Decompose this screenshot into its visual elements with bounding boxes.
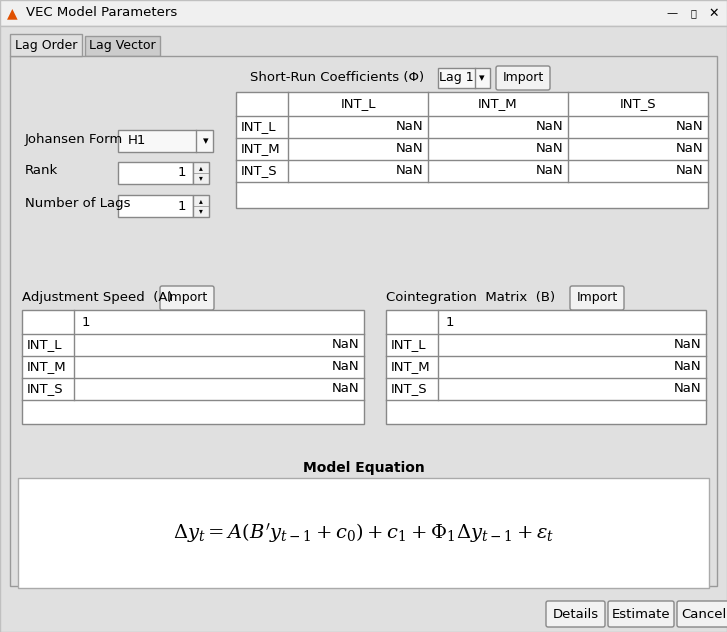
Text: ▾: ▾	[479, 73, 485, 83]
Text: INT_L: INT_L	[241, 121, 276, 133]
FancyBboxPatch shape	[118, 130, 213, 152]
Text: Details: Details	[553, 607, 598, 621]
FancyBboxPatch shape	[85, 36, 160, 56]
Text: Lag Vector: Lag Vector	[89, 39, 156, 52]
Text: NaN: NaN	[332, 382, 359, 396]
Text: INT_S: INT_S	[391, 382, 427, 396]
FancyBboxPatch shape	[677, 601, 727, 627]
Text: NaN: NaN	[395, 121, 423, 133]
Text: Cointegration  Matrix  (B): Cointegration Matrix (B)	[386, 291, 555, 305]
Text: —: —	[667, 8, 678, 18]
Text: ✕: ✕	[709, 6, 719, 20]
Text: Short-Run Coefficients (Φ): Short-Run Coefficients (Φ)	[250, 71, 424, 85]
Text: ▲: ▲	[7, 6, 17, 20]
Text: Lag Order: Lag Order	[15, 39, 77, 51]
Text: ▾: ▾	[203, 136, 209, 146]
FancyBboxPatch shape	[546, 601, 605, 627]
Text: Import: Import	[577, 291, 618, 305]
Text: ▴: ▴	[199, 197, 203, 205]
Text: $\Delta y_t = A(B^{\prime}y_{t-1} + c_0) + c_1 + \Phi_1\Delta y_{t-1} + \varepsi: $\Delta y_t = A(B^{\prime}y_{t-1} + c_0)…	[173, 521, 554, 545]
FancyBboxPatch shape	[10, 56, 717, 586]
Text: Estimate: Estimate	[611, 607, 670, 621]
FancyBboxPatch shape	[496, 66, 550, 90]
FancyBboxPatch shape	[438, 68, 490, 88]
Text: 1: 1	[177, 166, 186, 179]
FancyBboxPatch shape	[386, 310, 706, 424]
Text: ▴: ▴	[199, 164, 203, 173]
FancyBboxPatch shape	[236, 92, 708, 208]
FancyBboxPatch shape	[22, 310, 364, 424]
FancyBboxPatch shape	[160, 286, 214, 310]
FancyBboxPatch shape	[118, 162, 193, 184]
Text: INT_M: INT_M	[391, 360, 430, 374]
FancyBboxPatch shape	[608, 601, 674, 627]
FancyBboxPatch shape	[18, 478, 709, 588]
Text: NaN: NaN	[673, 382, 701, 396]
Text: NaN: NaN	[535, 164, 563, 178]
Text: Cancel: Cancel	[681, 607, 726, 621]
FancyBboxPatch shape	[0, 0, 727, 26]
Text: INT_S: INT_S	[241, 164, 278, 178]
Text: Rank: Rank	[25, 164, 58, 178]
Text: ⬜: ⬜	[690, 8, 696, 18]
Text: NaN: NaN	[535, 121, 563, 133]
Text: Import: Import	[502, 71, 544, 85]
Text: INT_S: INT_S	[619, 97, 656, 111]
Text: INT_L: INT_L	[27, 339, 63, 351]
Text: NaN: NaN	[332, 339, 359, 351]
Text: VEC Model Parameters: VEC Model Parameters	[26, 6, 177, 20]
Text: NaN: NaN	[395, 142, 423, 155]
Text: NaN: NaN	[675, 164, 703, 178]
Text: 1: 1	[446, 315, 454, 329]
Text: NaN: NaN	[673, 339, 701, 351]
Text: NaN: NaN	[675, 121, 703, 133]
FancyBboxPatch shape	[118, 195, 193, 217]
Text: INT_M: INT_M	[27, 360, 67, 374]
FancyBboxPatch shape	[193, 195, 209, 217]
Text: ▾: ▾	[199, 207, 203, 216]
Text: NaN: NaN	[332, 360, 359, 374]
Text: 1: 1	[82, 315, 90, 329]
Text: Johansen Form: Johansen Form	[25, 133, 124, 145]
Text: INT_L: INT_L	[391, 339, 427, 351]
Text: Import: Import	[166, 291, 208, 305]
Text: INT_M: INT_M	[478, 97, 518, 111]
Text: NaN: NaN	[535, 142, 563, 155]
Text: NaN: NaN	[673, 360, 701, 374]
Text: Number of Lags: Number of Lags	[25, 197, 131, 210]
Text: INT_L: INT_L	[340, 97, 376, 111]
Text: Adjustment Speed  (A): Adjustment Speed (A)	[22, 291, 172, 305]
Text: NaN: NaN	[395, 164, 423, 178]
FancyBboxPatch shape	[193, 162, 209, 184]
Text: INT_M: INT_M	[241, 142, 281, 155]
Text: Lag 1: Lag 1	[438, 71, 473, 85]
Text: ▾: ▾	[199, 174, 203, 183]
Text: H1: H1	[128, 135, 146, 147]
Text: 1: 1	[177, 200, 186, 212]
Text: INT_S: INT_S	[27, 382, 64, 396]
Text: NaN: NaN	[675, 142, 703, 155]
FancyBboxPatch shape	[570, 286, 624, 310]
FancyBboxPatch shape	[10, 34, 82, 56]
Text: Model Equation: Model Equation	[302, 461, 425, 475]
FancyBboxPatch shape	[0, 26, 727, 632]
